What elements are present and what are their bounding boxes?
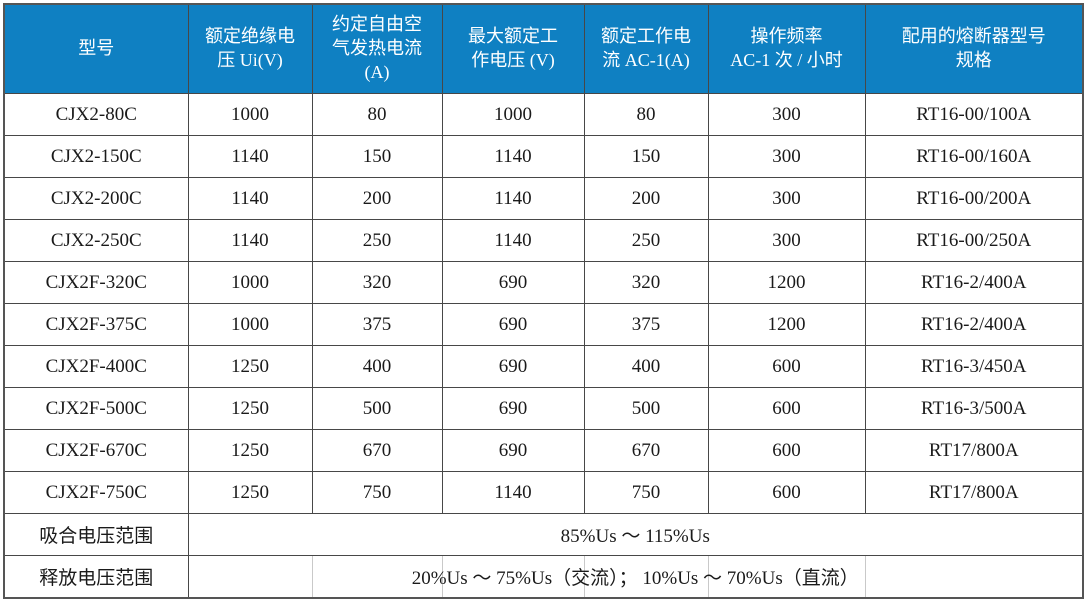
col-header-thermal-current: 约定自由空 气发热电流 (A) — [311, 3, 443, 94]
table-row: CJX2-250C 1140 250 1140 250 300 RT16-00/… — [3, 219, 1084, 262]
table-row: CJX2-80C 1000 80 1000 80 300 RT16-00/100… — [3, 93, 1084, 136]
cell-thermal-current: 80 — [311, 93, 443, 136]
cell-working-current: 500 — [583, 387, 709, 430]
cell-max-working-voltage: 1140 — [441, 471, 585, 514]
cell-max-working-voltage: 690 — [441, 261, 585, 304]
table-row: CJX2F-400C 1250 400 690 400 600 RT16-3/4… — [3, 345, 1084, 388]
cell-thermal-current: 750 — [311, 471, 443, 514]
cell-operating-frequency: 1200 — [707, 261, 866, 304]
cell-working-current: 320 — [583, 261, 709, 304]
cell-model: CJX2F-750C — [3, 471, 189, 514]
cell-insulation-voltage: 1250 — [187, 471, 313, 514]
cell-insulation-voltage: 1000 — [187, 261, 313, 304]
cell-working-current: 150 — [583, 135, 709, 178]
cell-insulation-voltage: 1140 — [187, 219, 313, 262]
cell-insulation-voltage: 1000 — [187, 93, 313, 136]
table-row: CJX2F-670C 1250 670 690 670 600 RT17/800… — [3, 429, 1084, 472]
cell-insulation-voltage: 1140 — [187, 177, 313, 220]
cell-working-current: 400 — [583, 345, 709, 388]
table-row: CJX2F-320C 1000 320 690 320 1200 RT16-2/… — [3, 261, 1084, 304]
cell-max-working-voltage: 690 — [441, 387, 585, 430]
cell-working-current: 375 — [583, 303, 709, 346]
cell-thermal-current: 375 — [311, 303, 443, 346]
cell-insulation-voltage: 1250 — [187, 429, 313, 472]
cell-model: CJX2-250C — [3, 219, 189, 262]
cell-model: CJX2F-375C — [3, 303, 189, 346]
cell-operating-frequency: 300 — [707, 177, 866, 220]
cell-model: CJX2-150C — [3, 135, 189, 178]
table-row: CJX2-200C 1140 200 1140 200 300 RT16-00/… — [3, 177, 1084, 220]
cell-thermal-current: 400 — [311, 345, 443, 388]
cell-operating-frequency: 300 — [707, 135, 866, 178]
cell-working-current: 670 — [583, 429, 709, 472]
col-header-fuse-spec: 配用的熔断器型号 规格 — [864, 3, 1084, 94]
col-header-working-current: 额定工作电 流 AC-1(A) — [583, 3, 709, 94]
pickup-voltage-label: 吸合电压范围 — [3, 513, 189, 556]
cell-fuse-spec: RT16-00/160A — [864, 135, 1084, 178]
release-voltage-label: 释放电压范围 — [3, 555, 189, 599]
cell-operating-frequency: 300 — [707, 93, 866, 136]
cell-max-working-voltage: 1140 — [441, 135, 585, 178]
pickup-voltage-value: 85%Us ～ 115%Us — [187, 513, 1084, 556]
cell-fuse-spec: RT17/800A — [864, 429, 1084, 472]
cell-working-current: 750 — [583, 471, 709, 514]
cell-operating-frequency: 600 — [707, 429, 866, 472]
cell-insulation-voltage: 1140 — [187, 135, 313, 178]
cell-fuse-spec: RT16-00/200A — [864, 177, 1084, 220]
table-row: CJX2F-375C 1000 375 690 375 1200 RT16-2/… — [3, 303, 1084, 346]
cell-insulation-voltage: 1250 — [187, 387, 313, 430]
cell-fuse-spec: RT16-2/400A — [864, 261, 1084, 304]
footer-row-pickup-voltage: 吸合电压范围 85%Us ～ 115%Us — [3, 513, 1084, 556]
cell-operating-frequency: 600 — [707, 471, 866, 514]
cell-model: CJX2F-670C — [3, 429, 189, 472]
col-header-insulation-voltage: 额定绝缘电 压 Ui(V) — [187, 3, 313, 94]
cell-insulation-voltage: 1000 — [187, 303, 313, 346]
cell-operating-frequency: 1200 — [707, 303, 866, 346]
cell-max-working-voltage: 690 — [441, 429, 585, 472]
cell-working-current: 250 — [583, 219, 709, 262]
cell-fuse-spec: RT16-3/450A — [864, 345, 1084, 388]
cell-fuse-spec: RT16-3/500A — [864, 387, 1084, 430]
table-row: CJX2-150C 1140 150 1140 150 300 RT16-00/… — [3, 135, 1084, 178]
cell-max-working-voltage: 690 — [441, 303, 585, 346]
cell-operating-frequency: 600 — [707, 345, 866, 388]
col-header-max-working-voltage: 最大额定工 作电压 (V) — [441, 3, 585, 94]
contactor-spec-table: 型号 额定绝缘电 压 Ui(V) 约定自由空 气发热电流 (A) 最大额定工 作… — [3, 3, 1084, 599]
cell-insulation-voltage: 1250 — [187, 345, 313, 388]
cell-fuse-spec: RT16-00/100A — [864, 93, 1084, 136]
table-row: CJX2F-750C 1250 750 1140 750 600 RT17/80… — [3, 471, 1084, 514]
cell-model: CJX2F-400C — [3, 345, 189, 388]
cell-max-working-voltage: 690 — [441, 345, 585, 388]
cell-thermal-current: 250 — [311, 219, 443, 262]
cell-operating-frequency: 300 — [707, 219, 866, 262]
cell-model: CJX2-200C — [3, 177, 189, 220]
cell-thermal-current: 320 — [311, 261, 443, 304]
cell-max-working-voltage: 1140 — [441, 177, 585, 220]
cell-max-working-voltage: 1140 — [441, 219, 585, 262]
footer-row-release-voltage: 释放电压范围 20%Us ～ 75%Us（交流）； 10%Us ～ 70%Us（… — [3, 555, 1084, 599]
header-row: 型号 额定绝缘电 压 Ui(V) 约定自由空 气发热电流 (A) 最大额定工 作… — [3, 3, 1084, 94]
cell-thermal-current: 150 — [311, 135, 443, 178]
cell-fuse-spec: RT16-00/250A — [864, 219, 1084, 262]
cell-operating-frequency: 600 — [707, 387, 866, 430]
cell-thermal-current: 500 — [311, 387, 443, 430]
cell-working-current: 200 — [583, 177, 709, 220]
release-voltage-value: 20%Us ～ 75%Us（交流）； 10%Us ～ 70%Us（直流） — [187, 555, 1084, 599]
cell-working-current: 80 — [583, 93, 709, 136]
cell-fuse-spec: RT16-2/400A — [864, 303, 1084, 346]
col-header-operating-frequency: 操作频率 AC-1 次 / 小时 — [707, 3, 866, 94]
cell-fuse-spec: RT17/800A — [864, 471, 1084, 514]
cell-thermal-current: 200 — [311, 177, 443, 220]
table-row: CJX2F-500C 1250 500 690 500 600 RT16-3/5… — [3, 387, 1084, 430]
cell-model: CJX2F-500C — [3, 387, 189, 430]
col-header-model: 型号 — [3, 3, 189, 94]
cell-model: CJX2F-320C — [3, 261, 189, 304]
cell-model: CJX2-80C — [3, 93, 189, 136]
cell-max-working-voltage: 1000 — [441, 93, 585, 136]
cell-thermal-current: 670 — [311, 429, 443, 472]
